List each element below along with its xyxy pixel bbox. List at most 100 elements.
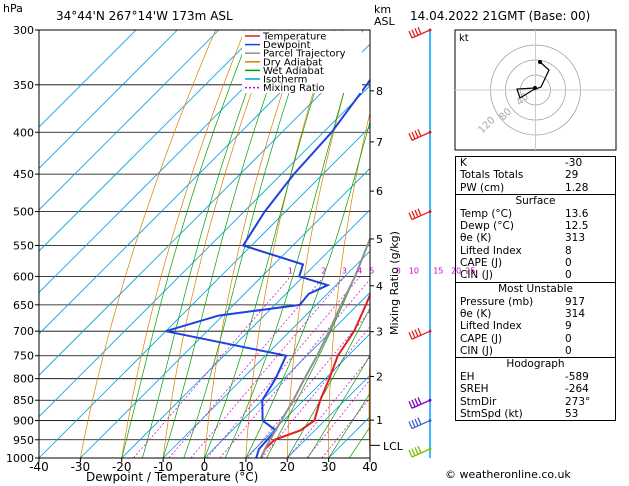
pressure-tick-label: 1000	[6, 452, 34, 465]
wet-adiabat-line	[245, 120, 370, 458]
height-tick-label: 4	[376, 280, 383, 293]
legend-label: Dry Adiabat	[263, 57, 322, 68]
index-value: 12.5	[565, 220, 589, 233]
hpa-label: hPa	[3, 2, 23, 15]
isotherm-line	[80, 167, 370, 458]
index-name: θe (K)	[460, 307, 492, 320]
temperature-tick-label: -20	[112, 460, 132, 474]
height-tick-label: 5	[376, 233, 383, 246]
index-value: 1.28	[565, 181, 589, 194]
isotherm-line	[39, 30, 220, 211]
temperature-tick-label: -30	[71, 460, 91, 474]
index-row: θe (K) 313	[456, 232, 615, 244]
wet-adiabat-line	[183, 30, 311, 458]
datetime-title: 14.04.2022 21GMT (Base: 00)	[410, 9, 590, 23]
index-row: Lifted Index 9	[456, 320, 615, 332]
index-row: PW (cm) 1.28	[456, 182, 615, 194]
index-row: K -30	[456, 157, 615, 169]
mixing-ratio-line	[133, 276, 291, 458]
index-row: CAPE (J) 0	[456, 257, 615, 269]
temperature-axis: -40 -30 -20 -10 0 10 20 30 40	[29, 458, 378, 474]
height-tick-label: 2	[376, 370, 383, 383]
index-value: 13.6	[565, 207, 589, 220]
pressure-tick-label: 800	[13, 373, 34, 386]
mixing-ratio-label: 8	[396, 266, 401, 275]
pressure-tick-label: 650	[13, 299, 34, 312]
index-name: CAPE (J)	[460, 332, 503, 345]
index-name: EH	[460, 371, 475, 384]
index-name: K	[460, 157, 467, 169]
lcl-label: LCL	[383, 440, 404, 453]
hodograph: kt 40 80 120	[454, 29, 617, 151]
series-parcel-trajectory	[259, 236, 370, 458]
temperature-tick-label: -10	[153, 460, 173, 474]
most-unstable-section: Most Unstable Pressure (mb) 917 θe (K) 314 L…	[455, 281, 616, 358]
index-value: 273°	[565, 395, 591, 408]
height-tick-label: 6	[376, 185, 383, 198]
pressure-tick-label: 700	[13, 325, 34, 338]
isotherm-line	[39, 30, 261, 252]
index-row: θe (K) 314	[456, 308, 615, 320]
location-title: 34°44'N 267°14'W 173m ASL	[56, 9, 233, 23]
indices-top: K -30 Totals Totals 29 PW (cm) 1.28	[455, 156, 616, 194]
pressure-tick-label: 450	[13, 168, 34, 181]
mixing-ratio-labels: 1 2 3 4 5 8 10 15 20 25	[288, 266, 476, 275]
index-row: Lifted Index 8	[456, 245, 615, 257]
height-tick-label: 8	[376, 85, 383, 98]
km-label: km	[374, 3, 391, 16]
index-name: PW (cm)	[460, 181, 505, 194]
legend-label: Mixing Ratio	[263, 83, 325, 94]
index-value: 917	[565, 295, 586, 308]
copyright-footer: © weatheronline.co.uk	[445, 468, 571, 481]
mixing-ratio-line	[190, 276, 346, 458]
index-value: 0	[565, 344, 572, 357]
temperature-tick-label: 40	[362, 460, 377, 474]
index-row: CIN (J) 0	[456, 269, 615, 281]
index-row: CAPE (J) 0	[456, 333, 615, 345]
pressure-tick-label: 400	[13, 126, 34, 139]
index-row: Totals Totals 29	[456, 169, 615, 181]
mixing-ratio-label: 15	[433, 266, 443, 275]
index-value: -264	[565, 383, 589, 396]
mixing-ratio-label: 3	[342, 266, 347, 275]
pressure-tick-label: 750	[13, 350, 34, 363]
pressure-tick-label: 900	[13, 415, 34, 428]
index-name: Totals Totals	[460, 169, 524, 182]
temperature-tick-label: 10	[238, 460, 253, 474]
pressure-tick-label: 350	[13, 79, 34, 92]
temperature-tick-label: 30	[321, 460, 336, 474]
mixing-ratio-label: 20	[451, 266, 461, 275]
dry-adiabat-line	[368, 348, 370, 458]
index-value: -589	[565, 371, 589, 384]
wind-barb	[408, 328, 432, 340]
index-row: CIN (J) 0	[456, 345, 615, 357]
index-value: 53	[565, 408, 579, 421]
index-value: 0	[565, 257, 572, 270]
isotherm-line	[39, 126, 370, 458]
wet-adiabat-line	[204, 30, 335, 458]
wind-barb	[408, 208, 432, 221]
isotherm-line	[39, 30, 137, 128]
index-row: StmDir 273°	[456, 396, 615, 408]
mixing-ratio-label: 5	[369, 266, 374, 275]
surface-section: Surface Temp (°C) 13.6 Dewp (°C) 12.5 θe (K)…	[455, 193, 616, 282]
hodograph-unit: kt	[459, 33, 469, 44]
index-name: Lifted Index	[460, 320, 522, 333]
index-name: CIN (J)	[460, 344, 493, 357]
wet-adiabat-line	[142, 30, 271, 458]
isotherm-line	[39, 43, 370, 376]
dry-adiabat-line	[245, 30, 334, 458]
isotherm-line	[245, 333, 370, 458]
index-name: CAPE (J)	[460, 257, 503, 270]
pressure-tick-label: 500	[13, 206, 34, 219]
pressure-tick-label: 600	[13, 270, 34, 283]
index-value: 0	[565, 269, 572, 282]
mixing-ratio-line	[247, 310, 370, 458]
hodograph-section: Hodograph EH -589 SREH -264 StmDir 273° StmSpd…	[455, 357, 616, 422]
height-tick-label: 3	[376, 326, 383, 339]
wind-barb	[408, 417, 432, 430]
pressure-tick-label: 850	[13, 394, 34, 407]
wind-barb	[408, 26, 432, 39]
